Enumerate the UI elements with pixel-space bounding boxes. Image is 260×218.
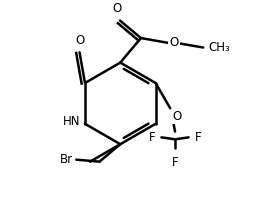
Text: CH₃: CH₃	[208, 41, 230, 54]
Text: F: F	[149, 131, 156, 144]
Text: Br: Br	[60, 153, 73, 166]
Text: O: O	[113, 2, 122, 15]
Text: O: O	[170, 36, 179, 49]
Text: HN: HN	[63, 115, 80, 128]
Text: O: O	[75, 34, 84, 47]
Text: F: F	[172, 156, 178, 169]
Text: O: O	[172, 110, 181, 123]
Text: F: F	[194, 131, 201, 144]
